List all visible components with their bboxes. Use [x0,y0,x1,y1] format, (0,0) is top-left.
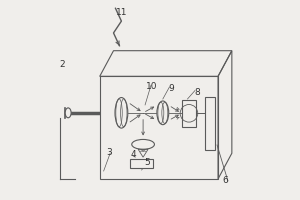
Text: 4: 4 [130,150,136,159]
Text: 11: 11 [116,8,127,17]
Text: 6: 6 [222,176,228,185]
Text: 2: 2 [59,60,65,69]
Polygon shape [130,159,153,168]
Ellipse shape [157,101,169,125]
Ellipse shape [132,139,154,149]
Ellipse shape [115,98,128,128]
Text: 5: 5 [144,158,150,167]
Text: 10: 10 [146,82,158,91]
Text: 9: 9 [169,84,175,93]
Text: 3: 3 [107,148,112,157]
Ellipse shape [65,108,71,118]
Text: 8: 8 [194,88,200,97]
Polygon shape [205,97,215,150]
Polygon shape [182,100,196,127]
